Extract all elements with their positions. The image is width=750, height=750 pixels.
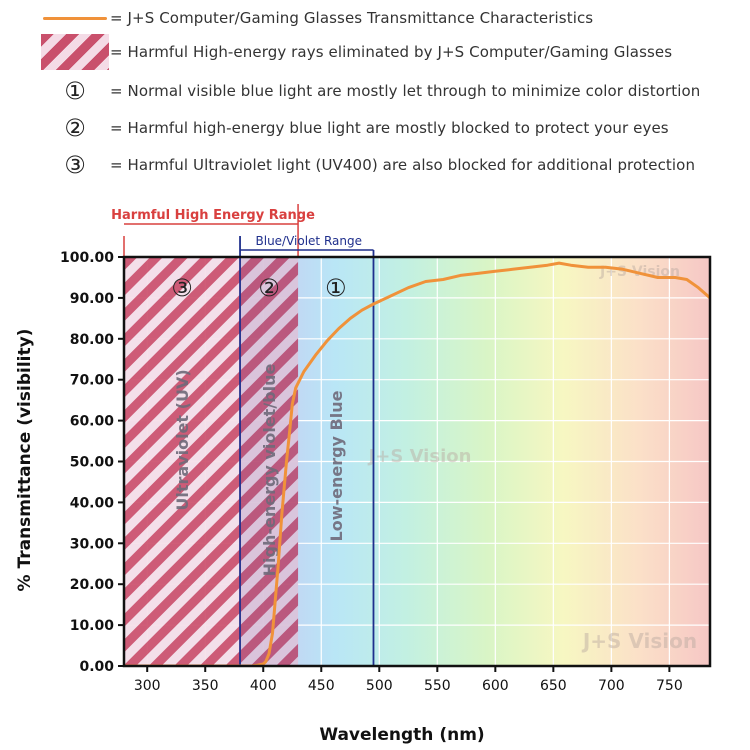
legend-item-1: ① = Normal visible blue light are mostly… xyxy=(40,77,700,105)
y-tick-label: 70.00 xyxy=(70,373,115,389)
x-tick-label: 300 xyxy=(134,678,161,694)
legend-marker-1: ① xyxy=(64,77,86,105)
legend-item-1-text: = Normal visible blue light are mostly l… xyxy=(110,82,701,100)
legend-item-3: ③ = Harmful Ultraviolet light (UV400) ar… xyxy=(40,151,695,179)
x-tick-label: 600 xyxy=(482,678,509,694)
watermark-text: J+S Vision xyxy=(367,446,472,467)
x-tick-label: 400 xyxy=(250,678,277,694)
y-tick-label: 40.00 xyxy=(70,495,115,511)
legend-item-2: ② = Harmful high-energy blue light are m… xyxy=(40,114,669,142)
x-axis-label: Wavelength (nm) xyxy=(319,725,484,745)
y-tick-label: 20.00 xyxy=(70,577,115,593)
x-tick-label: 450 xyxy=(308,678,335,694)
y-tick-label: 60.00 xyxy=(70,414,115,430)
uv-hatch xyxy=(124,257,299,666)
band-label: Low-energy Blue xyxy=(327,390,346,541)
legend-line-swatch xyxy=(40,4,110,32)
y-tick-label: 0.00 xyxy=(79,659,114,675)
x-tick-label: 650 xyxy=(540,678,567,694)
band-marker: ② xyxy=(258,274,280,302)
band-labels: ③ Ultraviolet (UV) ② High-energy violet/blu… xyxy=(171,274,346,576)
x-axis-ticks: 300 350 400 450 500 550 600 650 700 750 xyxy=(134,666,683,694)
x-tick-label: 700 xyxy=(598,678,625,694)
blue-range-label: Blue/Violet Range xyxy=(256,234,363,248)
watermark-text: J+S Vision xyxy=(581,629,697,653)
x-tick-label: 750 xyxy=(656,678,683,694)
harmful-range-label: Harmful High Energy Range xyxy=(111,208,315,223)
band-marker: ① xyxy=(325,274,347,302)
high-energy-tint xyxy=(240,257,299,666)
y-tick-label: 80.00 xyxy=(70,332,115,348)
legend-hatch-row: = Harmful High-energy rays eliminated by… xyxy=(40,34,673,70)
legend-hatch-swatch xyxy=(40,34,110,70)
legend-line-row: = J+S Computer/Gaming Glasses Transmitta… xyxy=(40,4,593,32)
band-marker: ③ xyxy=(171,274,193,302)
band-label: Ultraviolet (UV) xyxy=(173,369,192,510)
y-tick-label: 50.00 xyxy=(70,455,115,471)
hatched-regions xyxy=(124,257,299,666)
y-tick-label: 90.00 xyxy=(70,291,115,307)
y-tick-label: 10.00 xyxy=(70,618,115,634)
transmittance-line xyxy=(124,261,710,666)
y-tick-label: 100.00 xyxy=(60,250,114,266)
x-tick-label: 500 xyxy=(366,678,393,694)
y-tick-label: 30.00 xyxy=(70,536,115,552)
y-axis-ticks: 0.00 10.00 20.00 30.00 40.00 50.00 60.00 70.00 8… xyxy=(60,250,124,675)
x-tick-label: 350 xyxy=(192,678,219,694)
x-tick-label: 550 xyxy=(424,678,451,694)
legend-marker-2: ② xyxy=(64,114,86,142)
legend-line-text: = J+S Computer/Gaming Glasses Transmitta… xyxy=(110,9,594,27)
legend-hatch-text: = Harmful High-energy rays eliminated by… xyxy=(110,43,673,61)
legend-marker-3: ③ xyxy=(64,151,86,179)
band-label: High-energy violet/blue xyxy=(260,364,279,577)
y-axis-label: % Transmittance (visibility) xyxy=(15,329,35,592)
legend-item-3-text: = Harmful Ultraviolet light (UV400) are … xyxy=(110,156,696,174)
legend-item-2-text: = Harmful high-energy blue light are mos… xyxy=(110,119,669,137)
